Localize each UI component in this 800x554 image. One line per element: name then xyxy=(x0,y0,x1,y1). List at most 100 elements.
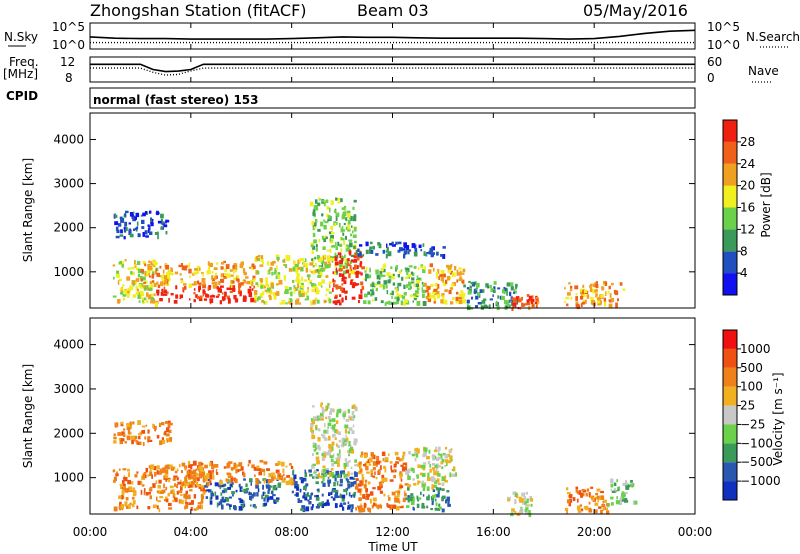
power-cell-4 xyxy=(345,235,347,240)
power-cell-8 xyxy=(432,267,435,272)
power-cell-0 xyxy=(112,264,116,267)
power-cell-11 xyxy=(615,302,618,308)
velocity-cell-2 xyxy=(193,477,197,481)
power-cell-3 xyxy=(273,271,277,275)
velocity-cell-5 xyxy=(388,453,390,456)
velocity-cell-6 xyxy=(427,477,431,481)
power-cell-0 xyxy=(135,267,140,271)
power-cell-3 xyxy=(325,293,328,297)
velocity-cell-0 xyxy=(165,477,168,482)
power-cell-3 xyxy=(324,300,328,303)
power-cell-7 xyxy=(383,280,388,285)
power-colorbar-label: Power [dB] xyxy=(759,172,773,237)
velocity-cell-11 xyxy=(127,429,131,435)
velocity-cell-4 xyxy=(317,437,321,442)
power-cell-8 xyxy=(435,274,438,279)
power-cell-7 xyxy=(370,289,374,292)
velocity-cell-0 xyxy=(121,494,124,500)
velocity-cell-0 xyxy=(197,502,202,505)
power-cell-6 xyxy=(385,253,388,259)
power-cell-4 xyxy=(330,241,334,244)
power-cell-7 xyxy=(415,283,419,288)
velocity-cell-8 xyxy=(528,512,532,518)
velocity-cell-4 xyxy=(326,429,329,434)
velocity-cell-11 xyxy=(139,431,143,436)
velocity-cell-1 xyxy=(255,484,259,489)
power-cell-3 xyxy=(288,268,293,272)
velocity-colorbar-segment xyxy=(723,367,737,387)
power-cell-10 xyxy=(530,300,534,305)
power-cell-9 xyxy=(513,290,517,294)
power-cell-6 xyxy=(369,241,373,245)
power-cell-7 xyxy=(411,277,415,281)
power-cell-12 xyxy=(123,236,126,240)
velocity-cell-2 xyxy=(261,468,266,473)
power-cell-8 xyxy=(444,289,448,293)
power-cell-10 xyxy=(521,296,523,300)
power-cell-7 xyxy=(416,287,420,290)
power-cell-4 xyxy=(312,211,316,216)
velocity-cell-5 xyxy=(383,465,386,469)
power-cell-11 xyxy=(597,303,601,306)
velocity-cell-0 xyxy=(184,483,186,489)
power-cell-1 xyxy=(173,300,178,304)
velocity-cell-5 xyxy=(399,485,404,489)
velocity-cell-1 xyxy=(254,506,257,509)
power-cell-6 xyxy=(391,244,396,247)
power-cell-3 xyxy=(288,287,292,291)
power-cell-2 xyxy=(240,261,244,266)
velocity-cell-0 xyxy=(149,495,152,500)
power-cell-7 xyxy=(408,281,412,287)
power-cell-7 xyxy=(370,283,372,287)
power-cell-3 xyxy=(296,278,300,282)
power-colorbar-segment xyxy=(723,251,737,274)
power-cell-2 xyxy=(196,265,201,270)
velocity-cell-5 xyxy=(359,505,363,509)
power-cell-3 xyxy=(311,283,315,287)
power-cell-8 xyxy=(437,268,440,274)
velocity-cell-5 xyxy=(381,451,386,456)
power-cell-7 xyxy=(371,291,375,296)
velocity-cell-2 xyxy=(281,478,286,483)
velocity-cell-0 xyxy=(168,478,171,483)
power-cell-0 xyxy=(130,267,135,270)
velocity-cell-5 xyxy=(392,504,397,509)
velocity-cell-10 xyxy=(630,480,633,483)
velocity-cell-0 xyxy=(142,475,145,479)
velocity-cell-4 xyxy=(328,419,332,422)
velocity-cell-9 xyxy=(575,486,579,490)
velocity-cell-3 xyxy=(341,494,346,499)
power-cell-1 xyxy=(193,288,196,291)
power-cell-9 xyxy=(481,300,486,304)
velocity-cell-2 xyxy=(236,464,239,467)
velocity-cell-11 xyxy=(167,420,171,424)
velocity-cell-2 xyxy=(208,470,212,475)
power-cell-12 xyxy=(149,231,153,235)
power-cell-4 xyxy=(335,216,338,222)
velocity-cell-2 xyxy=(233,462,237,468)
power-cell-7 xyxy=(413,282,415,287)
power-cell-1 xyxy=(196,295,200,300)
power-cell-3 xyxy=(255,282,259,285)
velocity-cell-3 xyxy=(321,503,324,508)
velocity-cell-10 xyxy=(621,492,625,496)
power-cell-2 xyxy=(251,281,254,287)
power-cell-10 xyxy=(535,298,539,302)
velocity-cell-0 xyxy=(198,484,202,488)
velocity-cell-5 xyxy=(393,468,395,471)
velocity-cell-4 xyxy=(324,422,326,428)
power-cell-5 xyxy=(339,268,343,272)
velocity-cell-4 xyxy=(345,418,350,422)
velocity-cell-4 xyxy=(332,453,335,458)
velocity-colorbar-tick-label: −500 xyxy=(740,455,773,469)
velocity-cell-11 xyxy=(114,422,119,428)
velocity-cell-9 xyxy=(569,494,573,499)
velocity-cell-0 xyxy=(165,469,169,475)
velocity-cell-2 xyxy=(277,472,280,475)
velocity-cell-0 xyxy=(176,490,179,495)
power-cell-2 xyxy=(214,275,217,280)
power-cell-2 xyxy=(149,275,152,278)
power-cell-12 xyxy=(142,232,145,237)
power-cell-3 xyxy=(263,301,266,305)
power-cell-10 xyxy=(536,301,540,304)
